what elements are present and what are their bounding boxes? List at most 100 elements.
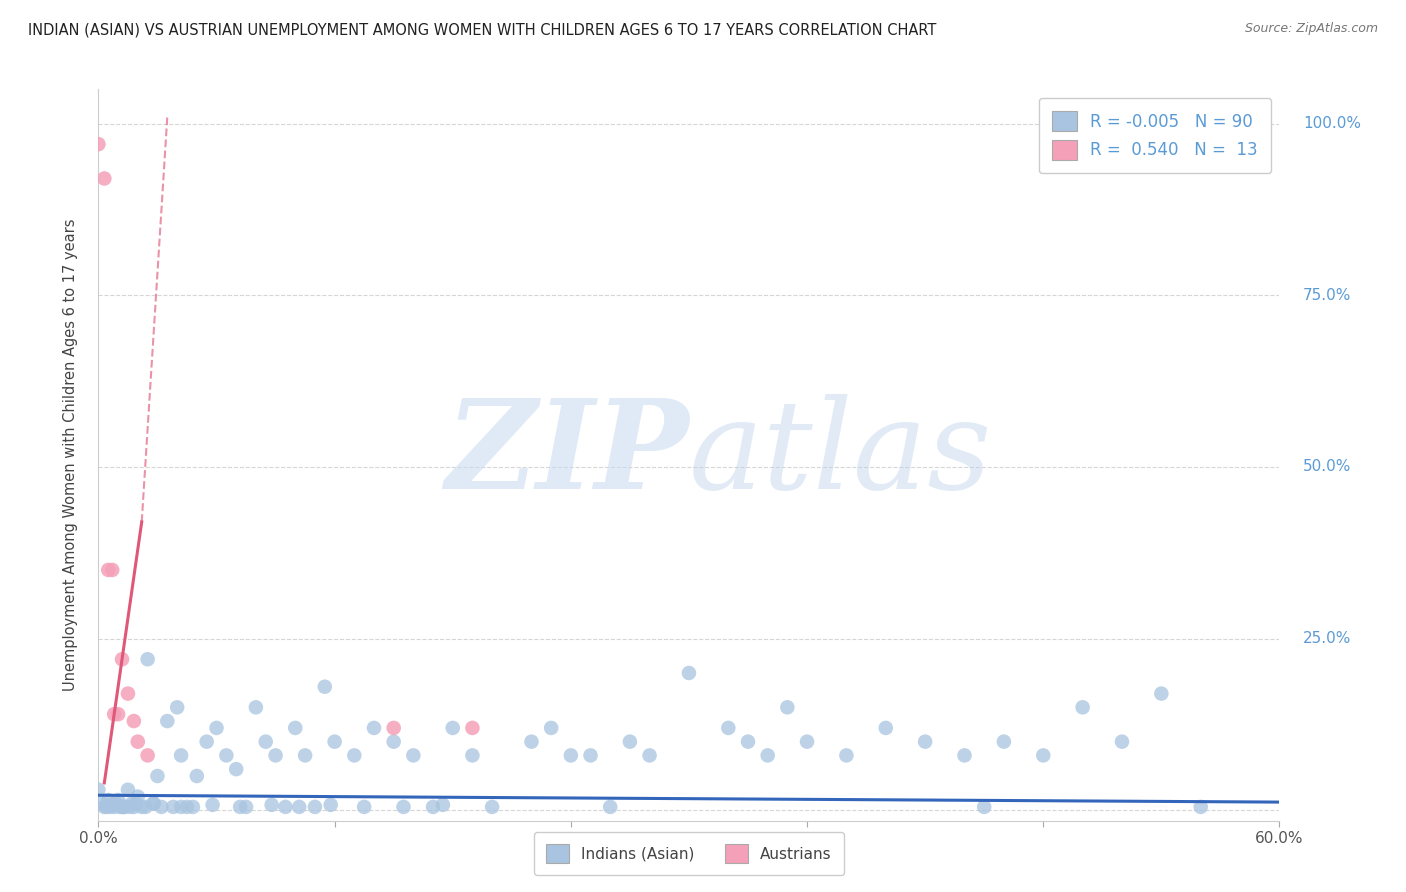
Point bbox=[392, 800, 415, 814]
Point bbox=[96, 800, 118, 814]
Point bbox=[520, 734, 543, 748]
Text: atlas: atlas bbox=[689, 394, 993, 516]
Point bbox=[1150, 687, 1173, 701]
Point bbox=[288, 800, 311, 814]
Point bbox=[229, 800, 252, 814]
Point bbox=[121, 797, 143, 811]
Point bbox=[135, 800, 157, 814]
Point bbox=[235, 800, 257, 814]
Point bbox=[125, 797, 148, 811]
Point bbox=[274, 800, 297, 814]
Point bbox=[136, 748, 159, 763]
Point bbox=[176, 800, 198, 814]
Point bbox=[97, 793, 120, 807]
Text: 100.0%: 100.0% bbox=[1303, 116, 1361, 131]
Point bbox=[105, 797, 128, 811]
Point bbox=[245, 700, 267, 714]
Point bbox=[136, 652, 159, 666]
Point bbox=[540, 721, 562, 735]
Point bbox=[461, 748, 484, 763]
Text: 50.0%: 50.0% bbox=[1303, 459, 1351, 475]
Point bbox=[284, 721, 307, 735]
Point bbox=[101, 797, 124, 812]
Point bbox=[343, 748, 366, 763]
Point bbox=[264, 748, 287, 763]
Point bbox=[560, 748, 582, 763]
Point bbox=[142, 797, 165, 811]
Point bbox=[107, 707, 129, 722]
Point bbox=[122, 714, 145, 728]
Point bbox=[993, 734, 1015, 748]
Point bbox=[441, 721, 464, 735]
Point bbox=[93, 800, 115, 814]
Point bbox=[1071, 700, 1094, 714]
Point bbox=[127, 734, 149, 748]
Point bbox=[186, 769, 208, 783]
Y-axis label: Unemployment Among Women with Children Ages 6 to 17 years: Unemployment Among Women with Children A… bbox=[63, 219, 77, 691]
Point bbox=[776, 700, 799, 714]
Point bbox=[382, 734, 405, 748]
Point bbox=[156, 714, 179, 728]
Point bbox=[181, 800, 204, 814]
Point bbox=[1111, 734, 1133, 748]
Point bbox=[103, 707, 125, 722]
Point bbox=[107, 793, 129, 807]
Point bbox=[619, 734, 641, 748]
Point bbox=[111, 800, 134, 814]
Point bbox=[402, 748, 425, 763]
Point bbox=[875, 721, 897, 735]
Point bbox=[717, 721, 740, 735]
Point bbox=[461, 721, 484, 735]
Text: 25.0%: 25.0% bbox=[1303, 632, 1351, 646]
Point bbox=[254, 734, 277, 748]
Point bbox=[111, 652, 134, 666]
Point bbox=[215, 748, 238, 763]
Text: INDIAN (ASIAN) VS AUSTRIAN UNEMPLOYMENT AMONG WOMEN WITH CHILDREN AGES 6 TO 17 Y: INDIAN (ASIAN) VS AUSTRIAN UNEMPLOYMENT … bbox=[28, 22, 936, 37]
Point bbox=[294, 748, 316, 763]
Point bbox=[101, 563, 124, 577]
Point bbox=[422, 800, 444, 814]
Point bbox=[835, 748, 858, 763]
Point bbox=[756, 748, 779, 763]
Legend: Indians (Asian), Austrians: Indians (Asian), Austrians bbox=[534, 832, 844, 875]
Point bbox=[108, 800, 131, 814]
Point bbox=[914, 734, 936, 748]
Point bbox=[304, 800, 326, 814]
Point bbox=[260, 797, 283, 812]
Point bbox=[117, 782, 139, 797]
Point bbox=[1032, 748, 1054, 763]
Point bbox=[382, 721, 405, 735]
Point bbox=[97, 563, 120, 577]
Point bbox=[112, 800, 135, 814]
Point bbox=[319, 797, 342, 812]
Point bbox=[118, 800, 141, 814]
Point bbox=[201, 797, 224, 812]
Point bbox=[142, 797, 165, 811]
Point bbox=[363, 721, 385, 735]
Point bbox=[796, 734, 818, 748]
Point bbox=[93, 171, 115, 186]
Point bbox=[131, 800, 153, 814]
Point bbox=[117, 687, 139, 701]
Point bbox=[87, 137, 110, 152]
Point bbox=[481, 800, 503, 814]
Point bbox=[599, 800, 621, 814]
Point bbox=[579, 748, 602, 763]
Point bbox=[170, 748, 193, 763]
Point bbox=[314, 680, 336, 694]
Point bbox=[166, 700, 188, 714]
Point bbox=[737, 734, 759, 748]
Point bbox=[353, 800, 375, 814]
Point bbox=[170, 800, 193, 814]
Point bbox=[122, 800, 145, 814]
Point bbox=[323, 734, 346, 748]
Text: ZIP: ZIP bbox=[446, 394, 689, 516]
Point bbox=[146, 769, 169, 783]
Point bbox=[87, 782, 110, 797]
Point bbox=[1189, 800, 1212, 814]
Point bbox=[127, 789, 149, 804]
Point bbox=[101, 797, 124, 812]
Point bbox=[98, 800, 121, 814]
Point bbox=[638, 748, 661, 763]
Point bbox=[91, 797, 114, 811]
